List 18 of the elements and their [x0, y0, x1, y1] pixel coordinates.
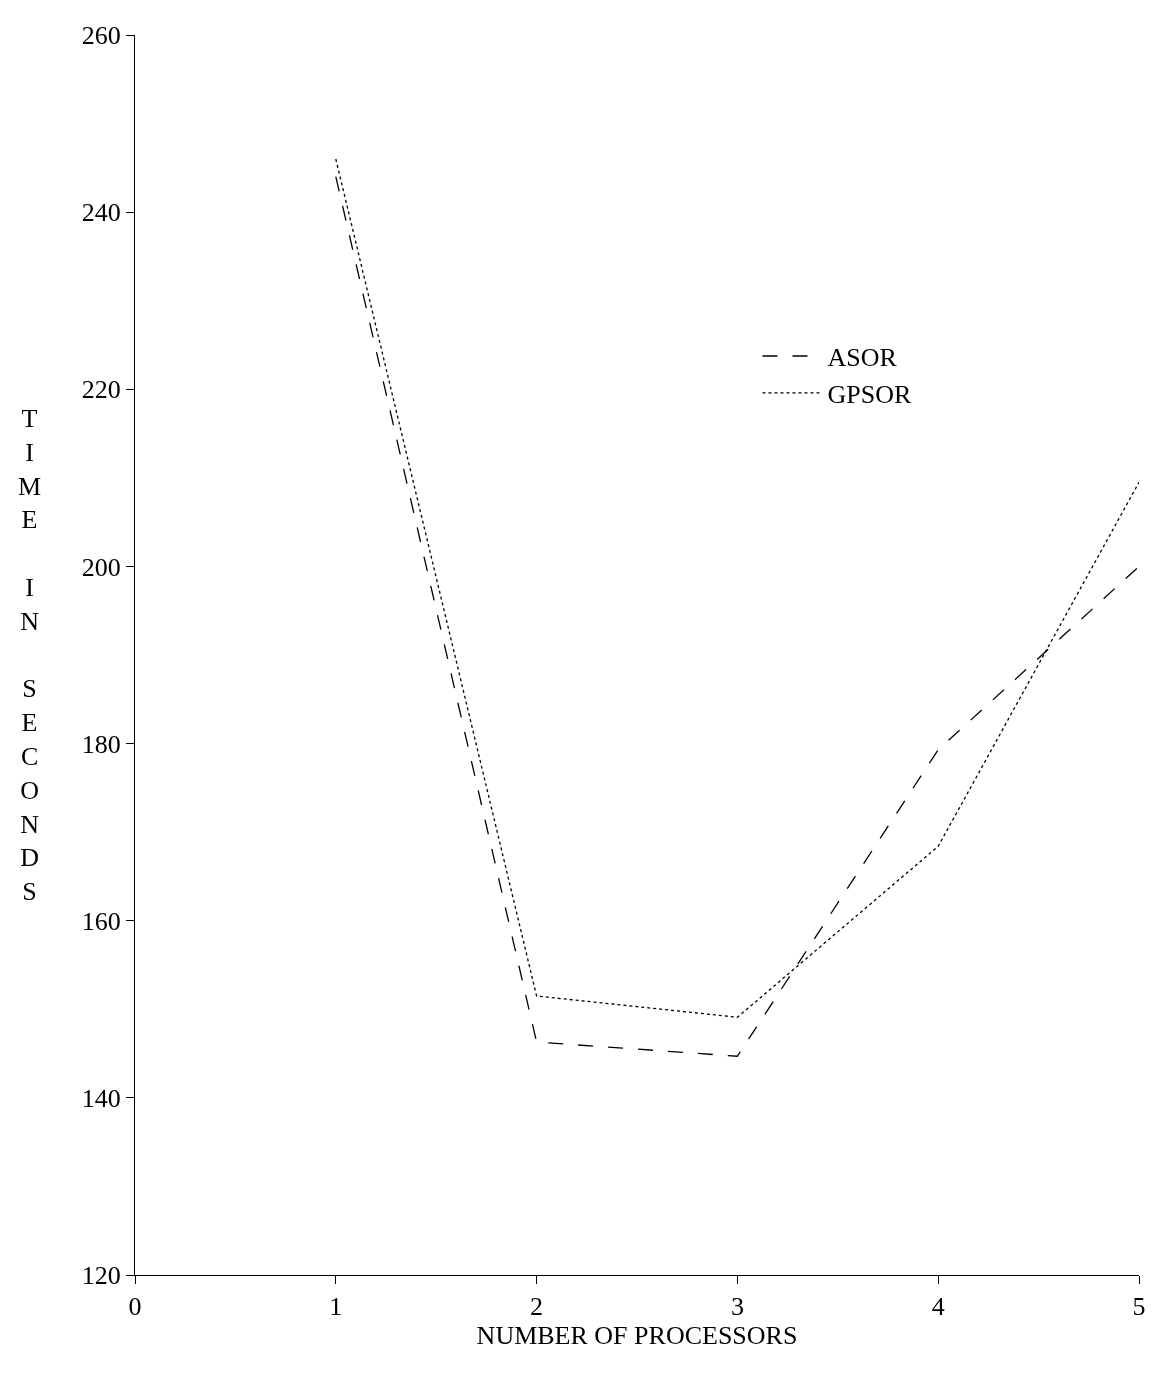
y-tick-label: 200 [81, 552, 121, 582]
x-tick-label: 5 [1132, 1292, 1146, 1322]
y-tick-label: 260 [81, 21, 121, 51]
y-tick-label: 220 [81, 375, 121, 405]
x-tick-label: 3 [730, 1292, 744, 1322]
x-axis-title: NUMBER OF PROCESSORS [476, 1321, 798, 1351]
legend-label: GPSOR [827, 379, 912, 409]
text: TIME IN SECONDS [18, 404, 42, 907]
x-tick-label: 0 [128, 1292, 142, 1322]
legend-label: ASOR [827, 343, 898, 373]
y-tick-label: 240 [81, 198, 121, 228]
x-tick-label: 2 [530, 1292, 544, 1322]
y-tick-label: 180 [81, 729, 121, 759]
y-tick-label: 140 [81, 1083, 121, 1113]
y-tick-label: 160 [81, 906, 121, 936]
y-tick-label: 120 [81, 1261, 121, 1291]
x-tick-label: 1 [329, 1292, 343, 1322]
x-tick-label: 4 [931, 1292, 945, 1322]
